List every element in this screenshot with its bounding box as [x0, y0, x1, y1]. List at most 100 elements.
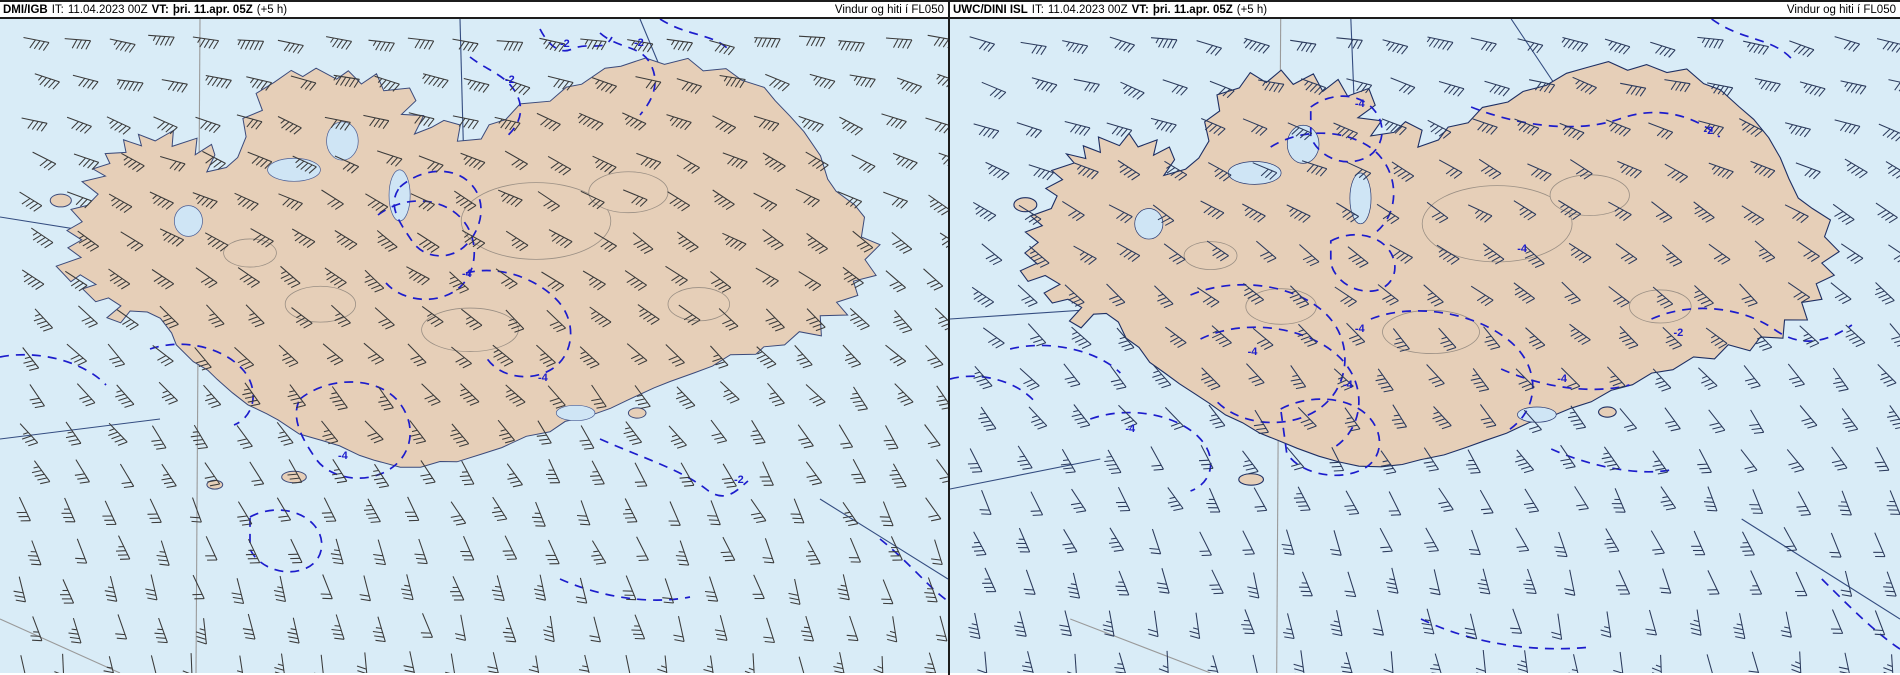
wind-barb: [1115, 486, 1131, 512]
wind-barb: [60, 579, 75, 604]
wind-barb: [1510, 608, 1523, 634]
product-title: Vindur og hiti í FL050: [834, 3, 944, 16]
wind-barb: [1241, 609, 1255, 635]
wind-barb: [967, 448, 983, 473]
wind-barb: [1883, 571, 1897, 597]
wind-barb: [1706, 654, 1713, 673]
wind-barb: [32, 151, 57, 171]
wind-barb: [1106, 283, 1126, 307]
wind-barb: [928, 194, 948, 216]
wind-barb: [154, 617, 168, 644]
wind-barb: [1162, 79, 1188, 96]
wind-barb: [401, 574, 414, 601]
wind-barb: [1472, 118, 1498, 135]
wind-barb: [626, 343, 648, 366]
wind-barb: [842, 502, 859, 527]
wind-barb: [1242, 118, 1268, 136]
wind-barb: [924, 652, 937, 673]
wind-barb: [78, 305, 98, 328]
wind-barb: [1336, 37, 1363, 50]
wind-barb: [580, 190, 605, 210]
wind-barb: [1574, 486, 1589, 511]
wind-barb: [594, 232, 617, 253]
wind-barb: [1551, 613, 1563, 640]
wind-barb: [719, 381, 740, 404]
wind-barb: [973, 365, 993, 390]
map-canvas-right[interactable]: -4-4-2-2-4-4-4-4-4-4-2-2-4-4-4-4-4-4: [950, 19, 1900, 673]
wind-barb: [885, 37, 913, 49]
wind-barb: [1287, 122, 1313, 141]
wind-barb: [102, 500, 117, 526]
wind-barb: [1785, 122, 1811, 138]
wind-barb: [77, 230, 100, 252]
wind-barb: [1604, 528, 1620, 553]
wind-barb: [1106, 122, 1133, 139]
wind-barb: [1830, 282, 1852, 305]
panel-uwc-dini-isl[interactable]: UWC/DINI ISL IT: 11.04.2023 00Z VT: þri.…: [950, 0, 1900, 675]
wind-barb: [505, 78, 531, 96]
wind-barb: [794, 345, 813, 369]
wind-barb: [231, 578, 245, 605]
wind-barb: [896, 77, 922, 95]
wind-barb: [408, 112, 435, 127]
wind-barb: [833, 652, 845, 673]
panel-dmi-igb[interactable]: DMI/IGB IT: 11.04.2023 00Z VT: þri. 11.a…: [0, 0, 950, 675]
wind-barb: [678, 304, 701, 326]
wind-barb: [1561, 36, 1589, 53]
wind-barb: [1467, 204, 1493, 223]
wind-barb: [547, 385, 566, 409]
wind-barb: [1568, 242, 1592, 264]
wind-barb: [1559, 122, 1585, 141]
wind-barb: [763, 617, 776, 644]
wind-barb: [623, 189, 648, 207]
wind-barb: [1740, 531, 1755, 556]
wind-barb: [1293, 486, 1311, 512]
wind-barb: [450, 501, 467, 526]
wind-barb: [851, 459, 866, 484]
wind-barb: [1300, 78, 1327, 96]
wind-barb: [205, 74, 232, 89]
wind-barb: [754, 37, 781, 48]
wind-barb: [1878, 123, 1900, 142]
wind-barb: [108, 193, 133, 214]
wind-barb: [1795, 162, 1821, 180]
wind-barb: [1750, 160, 1776, 179]
wind-barb: [1427, 119, 1452, 139]
wind-barb: [1063, 363, 1081, 388]
wind-barb: [1697, 36, 1724, 49]
wind-barb: [1200, 200, 1225, 220]
wind-barb: [636, 536, 649, 562]
wind-barb: [106, 116, 131, 135]
wind-barb: [1073, 245, 1097, 266]
wind-barb: [1336, 202, 1359, 223]
wind-barb: [1247, 572, 1260, 599]
wind-barb: [1568, 405, 1587, 430]
wind-barb: [1698, 367, 1718, 390]
product-title: Vindur og hiti í FL050: [1786, 3, 1896, 16]
wind-barb: [676, 154, 700, 174]
wind-barb: [1199, 531, 1212, 557]
wind-barb: [189, 497, 202, 523]
wind-barb: [1062, 40, 1089, 55]
wind-barb: [1062, 200, 1085, 222]
wind-barb: [1514, 118, 1540, 136]
wind-barb: [1019, 368, 1040, 391]
wind-barb: [528, 655, 540, 673]
wind-barb: [881, 113, 907, 130]
map-canvas-left[interactable]: -2-2-2-2-2-2-4-4-4-4-4-4-2-2: [0, 19, 948, 673]
wind-barb: [1787, 363, 1805, 388]
wind-barb: [204, 232, 229, 252]
wind-barb: [1618, 326, 1639, 349]
wind-barb: [459, 460, 475, 486]
wind-barb: [1380, 450, 1397, 475]
wind-barb: [374, 75, 400, 92]
wind-barb: [236, 655, 244, 673]
wind-barb: [19, 191, 43, 212]
wind-barb: [1211, 325, 1232, 348]
wind-barb: [1517, 650, 1529, 673]
wind-barb: [1297, 407, 1317, 430]
wind-barb: [324, 267, 347, 289]
wind-barb: [798, 115, 824, 133]
wind-barb: [1568, 654, 1579, 673]
wind-barb: [1477, 568, 1491, 595]
